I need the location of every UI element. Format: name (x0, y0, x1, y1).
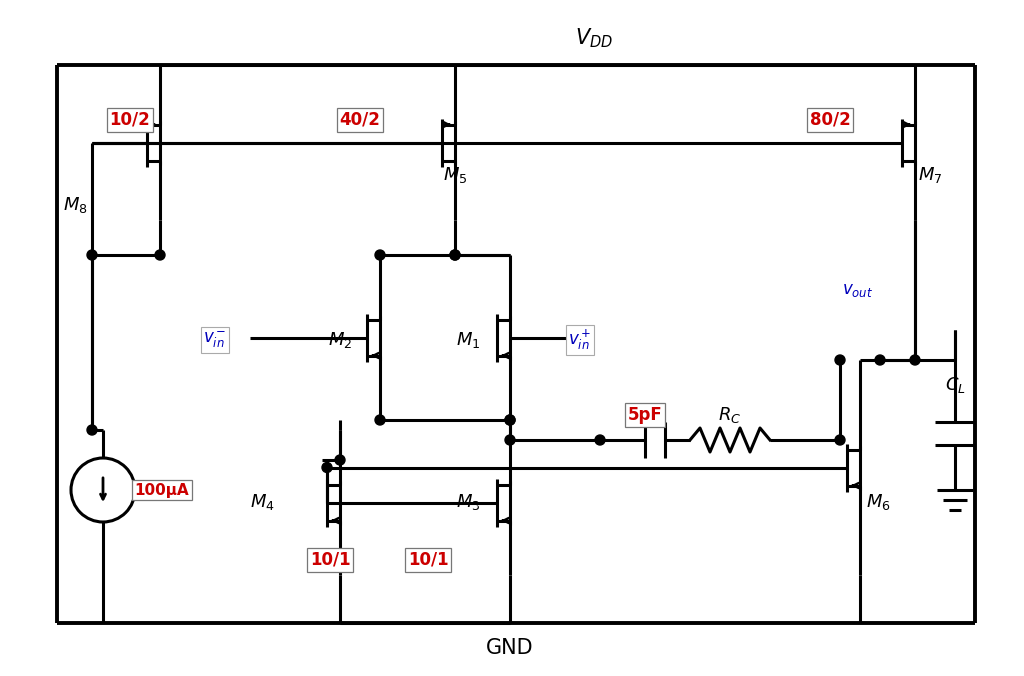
Text: 100μA: 100μA (135, 483, 189, 498)
Text: 5pF: 5pF (628, 406, 663, 424)
Text: $v_{out}$: $v_{out}$ (843, 281, 873, 299)
Text: 10/2: 10/2 (110, 111, 151, 129)
Text: $M_7$: $M_7$ (918, 165, 942, 185)
Circle shape (505, 415, 515, 425)
Text: $M_4$: $M_4$ (250, 492, 274, 512)
Text: 10/1: 10/1 (309, 551, 350, 569)
Circle shape (335, 455, 345, 465)
Circle shape (155, 250, 165, 260)
Circle shape (322, 462, 332, 473)
Circle shape (835, 435, 845, 445)
Circle shape (595, 435, 605, 445)
Text: 40/2: 40/2 (340, 111, 381, 129)
Text: $M_8$: $M_8$ (62, 195, 87, 215)
Circle shape (505, 415, 515, 425)
Text: GND: GND (486, 638, 534, 658)
Circle shape (375, 250, 385, 260)
Text: $R_C$: $R_C$ (719, 405, 741, 425)
Text: 80/2: 80/2 (810, 111, 850, 129)
Text: $M_6$: $M_6$ (865, 492, 890, 512)
Text: $M_2$: $M_2$ (328, 330, 352, 350)
Circle shape (87, 250, 97, 260)
Text: $v_{in}^+$: $v_{in}^+$ (568, 328, 592, 352)
Text: $M_5$: $M_5$ (442, 165, 467, 185)
Circle shape (505, 435, 515, 445)
Text: $M_3$: $M_3$ (456, 492, 480, 512)
Text: $C_L$: $C_L$ (944, 375, 966, 395)
Circle shape (450, 250, 460, 260)
Circle shape (375, 415, 385, 425)
Text: $M_1$: $M_1$ (456, 330, 480, 350)
Circle shape (450, 250, 460, 260)
Circle shape (835, 355, 845, 365)
Text: $V_{DD}$: $V_{DD}$ (574, 26, 613, 50)
Circle shape (87, 425, 97, 435)
Text: 10/1: 10/1 (408, 551, 449, 569)
Circle shape (910, 355, 920, 365)
Text: $v_{in}^-$: $v_{in}^-$ (204, 330, 226, 350)
Circle shape (874, 355, 885, 365)
